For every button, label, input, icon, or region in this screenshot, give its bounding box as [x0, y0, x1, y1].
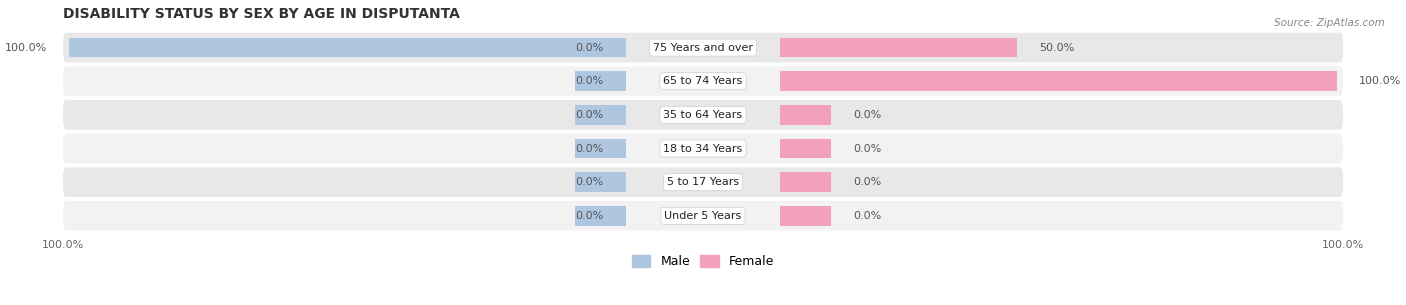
- Text: 50.0%: 50.0%: [1039, 43, 1074, 52]
- Text: 0.0%: 0.0%: [575, 144, 603, 153]
- Text: 5 to 17 Years: 5 to 17 Years: [666, 177, 740, 187]
- FancyBboxPatch shape: [63, 33, 1343, 62]
- Text: 0.0%: 0.0%: [575, 110, 603, 120]
- Bar: [575, 139, 626, 158]
- Text: 0.0%: 0.0%: [575, 43, 603, 52]
- Text: Under 5 Years: Under 5 Years: [665, 211, 741, 221]
- Bar: [780, 105, 831, 125]
- Text: 100.0%: 100.0%: [4, 43, 46, 52]
- Bar: [69, 38, 626, 57]
- Text: 0.0%: 0.0%: [853, 144, 882, 153]
- Bar: [780, 172, 831, 192]
- FancyBboxPatch shape: [63, 66, 1343, 96]
- Bar: [575, 105, 626, 125]
- Text: 0.0%: 0.0%: [853, 110, 882, 120]
- Bar: [575, 38, 626, 57]
- Text: Source: ZipAtlas.com: Source: ZipAtlas.com: [1274, 18, 1385, 28]
- Bar: [780, 71, 1337, 91]
- Text: 35 to 64 Years: 35 to 64 Years: [664, 110, 742, 120]
- Text: 100.0%: 100.0%: [1360, 76, 1402, 86]
- Bar: [575, 172, 626, 192]
- Text: 0.0%: 0.0%: [575, 76, 603, 86]
- Bar: [575, 206, 626, 226]
- Text: 0.0%: 0.0%: [575, 211, 603, 221]
- Bar: [575, 71, 626, 91]
- Text: DISABILITY STATUS BY SEX BY AGE IN DISPUTANTA: DISABILITY STATUS BY SEX BY AGE IN DISPU…: [63, 7, 460, 21]
- FancyBboxPatch shape: [63, 167, 1343, 197]
- Text: 0.0%: 0.0%: [853, 177, 882, 187]
- Text: 0.0%: 0.0%: [853, 211, 882, 221]
- Text: 18 to 34 Years: 18 to 34 Years: [664, 144, 742, 153]
- FancyBboxPatch shape: [63, 134, 1343, 163]
- Legend: Male, Female: Male, Female: [627, 250, 779, 273]
- FancyBboxPatch shape: [63, 100, 1343, 130]
- FancyBboxPatch shape: [63, 201, 1343, 231]
- Text: 0.0%: 0.0%: [575, 177, 603, 187]
- Text: 75 Years and over: 75 Years and over: [652, 43, 754, 52]
- Bar: [780, 38, 1017, 57]
- Text: 65 to 74 Years: 65 to 74 Years: [664, 76, 742, 86]
- Bar: [780, 139, 831, 158]
- Bar: [780, 206, 831, 226]
